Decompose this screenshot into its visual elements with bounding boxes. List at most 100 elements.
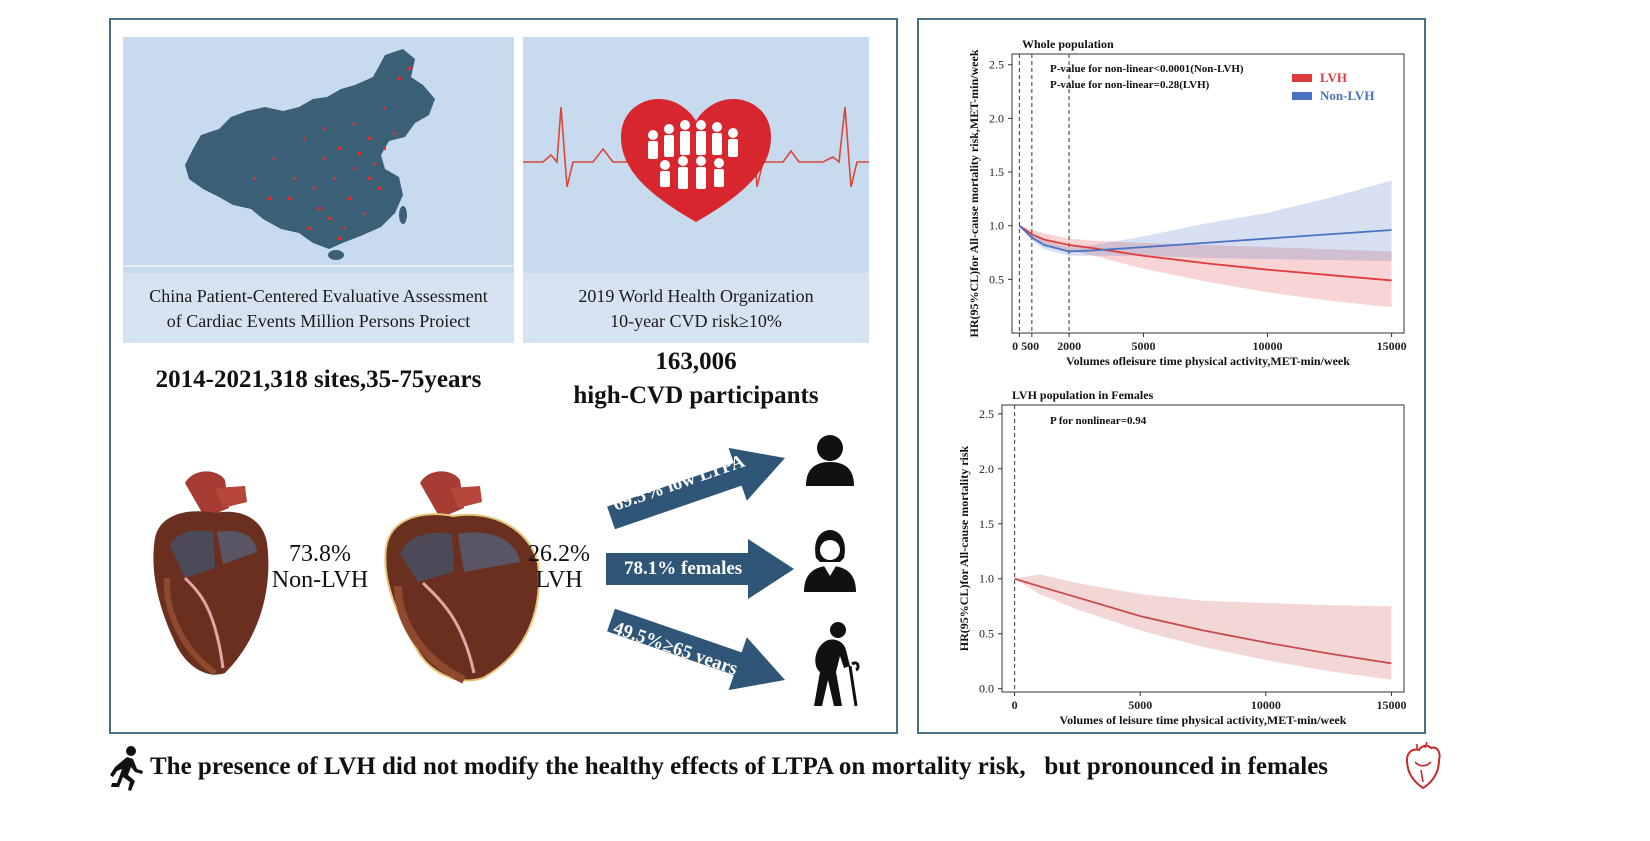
map-site-dot bbox=[338, 147, 341, 150]
y-tick-label: 1.0 bbox=[989, 219, 1004, 233]
arrow-females-label: 78.1% females bbox=[624, 558, 743, 579]
map-site-dot bbox=[353, 122, 356, 125]
lvh-stat: 26.2% LVH bbox=[515, 541, 603, 593]
heart-icon bbox=[621, 99, 771, 222]
y-tick-label: 0.0 bbox=[979, 682, 994, 696]
map-caption-line2: of Cardiac Events Million Persons Proiec… bbox=[166, 311, 471, 331]
participants-count: 163,006 bbox=[655, 348, 737, 375]
x-tick-label: 10000 bbox=[1251, 698, 1281, 712]
x-tick-label: 2000 bbox=[1057, 339, 1081, 353]
p-value-annotation: P-value for non-linear=0.28(LVH) bbox=[1050, 79, 1210, 91]
china-map-shape bbox=[185, 49, 435, 249]
y-axis-label: HR(95%CL)for All-cause mortality risk,ME… bbox=[967, 49, 981, 337]
who-caption: 2019 World Health Organization 10-year C… bbox=[523, 273, 869, 343]
y-tick-label: 0.5 bbox=[989, 272, 1004, 286]
heart-outline-icon bbox=[1405, 742, 1441, 790]
footer-conclusion: The presence of LVH did not modify the h… bbox=[150, 753, 1329, 780]
x-tick-label: 5000 bbox=[1131, 339, 1155, 353]
y-tick-label: 1.0 bbox=[979, 572, 994, 586]
lvh-label: LVH bbox=[535, 567, 583, 593]
person-icon bbox=[806, 435, 854, 486]
map-site-dot bbox=[333, 177, 336, 180]
map-site-dot bbox=[368, 177, 371, 180]
map-site-dot bbox=[273, 157, 276, 160]
series-line-1 bbox=[1018, 225, 1392, 253]
taiwan-island bbox=[399, 206, 407, 224]
non-lvh-label: Non-LVH bbox=[271, 567, 369, 593]
y-tick-label: 0.5 bbox=[979, 627, 994, 641]
map-site-dot bbox=[383, 147, 386, 150]
who-caption-line2: 10-year CVD risk≥10% bbox=[610, 311, 782, 331]
map-site-dot bbox=[398, 77, 401, 80]
china-map-image bbox=[123, 37, 514, 273]
map-site-dot bbox=[323, 127, 326, 130]
hainan-island bbox=[328, 250, 344, 260]
plot-area bbox=[1011, 53, 1405, 334]
ecg-heart-graphic bbox=[523, 99, 869, 222]
map-caption: China Patient-Centered Evaluative Assess… bbox=[123, 273, 514, 343]
runner-icon bbox=[110, 746, 143, 791]
map-site-dot bbox=[363, 212, 366, 215]
china-map-graphic bbox=[185, 49, 435, 260]
lvh-pct: 26.2% bbox=[528, 541, 590, 567]
people-group-icon bbox=[648, 120, 738, 189]
map-site-dot bbox=[408, 67, 411, 70]
map-site-dot bbox=[253, 177, 256, 180]
map-site-dot bbox=[268, 197, 271, 200]
x-tick-label: 15000 bbox=[1377, 339, 1407, 353]
p-value-annotation: P for nonlinear=0.94 bbox=[1050, 415, 1147, 427]
elderly-person-icon bbox=[814, 622, 860, 707]
chart-whole-population: Whole population 0.5 1.0 1.5 2.0 2.5 0 500 2000… bbox=[967, 37, 1407, 368]
non-lvh-pct: 73.8% bbox=[289, 541, 351, 567]
plot-area bbox=[1001, 404, 1405, 693]
non-lvh-stat: 73.8% Non-LVH bbox=[265, 541, 375, 593]
x-tick-label: 0 500 bbox=[1012, 339, 1039, 353]
y-tick-label: 2.0 bbox=[979, 462, 994, 476]
map-site-dot bbox=[293, 177, 296, 180]
map-site-dot bbox=[353, 167, 356, 170]
map-site-dot bbox=[303, 137, 306, 140]
map-site-dot bbox=[338, 237, 341, 240]
sites-stat: 2014-2021,318 sites,35-75years bbox=[155, 366, 482, 393]
map-site-dot bbox=[318, 207, 321, 210]
who-caption-line1: 2019 World Health Organization bbox=[578, 286, 814, 306]
map-site-dot bbox=[378, 187, 381, 190]
map-site-dot bbox=[393, 132, 396, 135]
chart-lvh-females: LVH population in Females 0.0 0.5 1.0 1.5 2.0… bbox=[957, 388, 1406, 727]
legend-label: LVH bbox=[1320, 70, 1347, 85]
arrow-low-ltpa bbox=[607, 447, 785, 530]
p-value-annotation: P-value for non-linear<0.0001(Non-LVH) bbox=[1050, 63, 1244, 75]
non-lvh-heart-illustration bbox=[153, 471, 269, 676]
lvh-heart-illustration bbox=[384, 471, 540, 684]
legend-swatch bbox=[1292, 74, 1312, 82]
map-site-dot bbox=[288, 197, 291, 200]
map-site-dot bbox=[313, 187, 316, 190]
legend-swatch bbox=[1292, 92, 1312, 100]
x-axis-label: Volumes of leisure time physical activit… bbox=[1060, 713, 1347, 727]
x-tick-label: 5000 bbox=[1128, 698, 1152, 712]
map-caption-line1: China Patient-Centered Evaluative Assess… bbox=[149, 286, 488, 306]
map-site-dot bbox=[323, 157, 326, 160]
map-site-dot bbox=[383, 107, 386, 110]
arrow-females bbox=[606, 539, 794, 599]
y-tick-label: 2.5 bbox=[989, 58, 1004, 72]
participants-label: high-CVD participants bbox=[573, 382, 819, 409]
ci-band-0 bbox=[1019, 225, 1392, 308]
site-dots bbox=[253, 67, 411, 240]
map-site-dot bbox=[368, 137, 371, 140]
map-site-dot bbox=[328, 217, 331, 220]
chart-title: LVH population in Females bbox=[1012, 388, 1154, 402]
who-heart-image bbox=[523, 37, 869, 273]
x-axis-label: Volumes ofleisure time physical activity… bbox=[1066, 354, 1350, 368]
y-tick-label: 2.5 bbox=[979, 407, 994, 421]
y-axis-label: HR(95%CL)for All-cause mortality risk bbox=[957, 445, 971, 651]
series-line-0 bbox=[1014, 577, 1392, 665]
map-site-dot bbox=[308, 227, 311, 230]
ci-band-1 bbox=[1019, 180, 1392, 262]
x-tick-label: 15000 bbox=[1376, 698, 1406, 712]
legend-label: Non-LVH bbox=[1320, 88, 1374, 103]
ci-band-0 bbox=[1014, 574, 1392, 680]
series-line-0 bbox=[1018, 224, 1392, 282]
map-site-dot bbox=[373, 162, 376, 165]
map-site-dot bbox=[348, 197, 351, 200]
